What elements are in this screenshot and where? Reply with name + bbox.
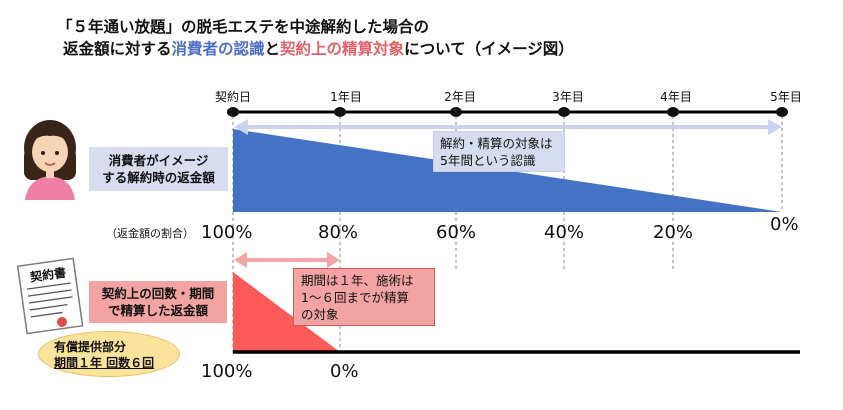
contract-period-arrow [234,252,340,268]
contract-note-line: 1〜６回までが精算 [301,290,409,305]
tick-label-year-5: 5年目 [770,90,802,104]
contract-label-line: で精算した返金額 [107,303,208,318]
title-highlight-contract: 契約上の精算対象 [280,40,405,58]
tick-label-year-3: 3年目 [552,90,584,104]
consumer-person-icon [24,120,76,200]
consumer-label: 消費者がイメージ する解約時の返金額 [89,147,228,191]
paid-portion-bubble [38,331,180,377]
page-title: 「５年通い放題」の脱毛エステを中途解約した場合の 返金額に対する消費者の認識と契… [57,16,574,60]
contract-note-line: の対象 [301,307,339,322]
consumer-percent-0: 0% [770,214,799,235]
ratio-label: （返金額の割合） [106,227,194,240]
consumer-note: 解約・精算の対象は 5年間という認識 [433,131,565,172]
contract-percent-0: 0% [330,361,359,382]
contract-note-line: 期間は１年、施術は [301,273,414,288]
timeline-dot [334,107,346,117]
paid-portion-text: 有償提供部分 期間１年 回数６回 [54,339,154,371]
title-line-2: 返金額に対する消費者の認識と契約上の精算対象について（イメージ図） [57,38,574,60]
consumer-percent-80: 80% [318,222,359,243]
title-segment: と [264,40,281,58]
timeline-dot [776,107,788,117]
contract-percent-100: 100% [201,361,253,382]
consumer-label-line: する解約時の返金額 [102,170,215,185]
title-line-1: 「５年通い放題」の脱毛エステを中途解約した場合の [57,18,430,36]
contract-refund-triangle [233,272,340,352]
paid-portion-line: 有償提供部分 [54,340,127,354]
consumer-percent-60: 60% [436,222,477,243]
title-segment: について（イメージ図） [404,40,574,58]
consumer-label-line: 消費者がイメージ [108,153,209,168]
tick-label-year-2: 2年目 [444,90,476,104]
timeline-dot [667,107,679,117]
paid-portion-detail: 期間１年 回数６回 [54,356,155,370]
consumer-percent-100: 100% [201,222,253,243]
timeline-dot [450,107,462,117]
contract-note: 期間は１年、施術は 1〜６回までが精算 の対象 [293,268,435,326]
tick-label-year-1: 1年目 [330,90,362,104]
timeline-dots [227,107,788,117]
timeline-dot [558,107,570,117]
tick-label-year-4: 4年目 [660,90,692,104]
consumer-note-line: 解約・精算の対象は [440,136,553,151]
contract-document-icon [16,257,84,335]
consumer-percent-20: 20% [653,222,694,243]
contract-label-line: 契約上の回数・期間 [101,286,215,301]
timeline-dot [227,107,239,117]
consumer-percent-40: 40% [544,222,585,243]
consumer-note-line: 5年間という認識 [440,153,536,168]
title-highlight-consumer: 消費者の認識 [171,40,265,58]
contract-label: 契約上の回数・期間 で精算した返金額 [89,281,227,323]
title-segment: 返金額に対する [63,40,172,58]
consumer-period-arrow [234,119,782,135]
tick-label-contract-date: 契約日 [214,90,252,104]
